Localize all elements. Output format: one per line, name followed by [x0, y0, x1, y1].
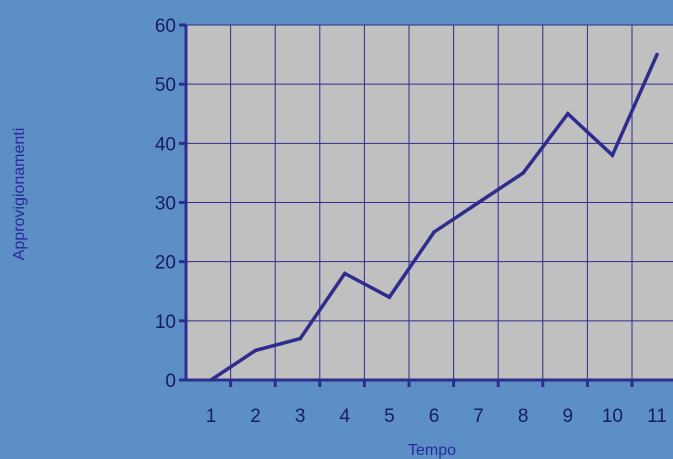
- x-tick-label: 6: [429, 406, 440, 427]
- data-point: [432, 230, 436, 234]
- data-point: [521, 171, 525, 175]
- y-axis-ticks: 0 10 20 30 40 50 60: [155, 16, 186, 392]
- x-tick-label: 1: [206, 406, 217, 427]
- y-tick-label: 50: [155, 75, 176, 96]
- data-point: [566, 111, 570, 116]
- y-tick-label: 40: [155, 134, 176, 155]
- x-tick-label: 7: [473, 406, 484, 427]
- x-tick-label: 8: [518, 406, 529, 427]
- data-point: [655, 52, 659, 57]
- data-point: [610, 153, 615, 157]
- x-axis-ticks: 1 2 3 4 5 6 7 8 9 10 11: [206, 380, 667, 427]
- y-tick-label: 20: [155, 253, 176, 274]
- data-point: [343, 271, 347, 276]
- x-tick-label: 10: [602, 406, 623, 427]
- y-tick-label: 60: [155, 16, 176, 37]
- grid-lines: [186, 24, 673, 380]
- y-tick-label: 30: [155, 194, 176, 215]
- y-tick-label: 10: [155, 312, 176, 333]
- y-tick-label: 0: [165, 371, 176, 392]
- x-axis-title: Tempo: [408, 442, 456, 459]
- series-group: [209, 52, 659, 382]
- data-point: [387, 295, 392, 299]
- data-point: [253, 348, 258, 353]
- data-point: [476, 200, 481, 205]
- x-tick-label: 9: [563, 406, 574, 427]
- x-tick-label: 11: [647, 406, 667, 427]
- y-axis-title: Approvigionamenti: [11, 128, 28, 261]
- x-tick-label: 3: [295, 406, 306, 427]
- x-tick-label: 2: [250, 406, 261, 427]
- data-point: [209, 378, 213, 382]
- x-tick-label: 4: [340, 406, 351, 427]
- x-tick-label: 5: [384, 406, 395, 427]
- data-point: [298, 336, 303, 341]
